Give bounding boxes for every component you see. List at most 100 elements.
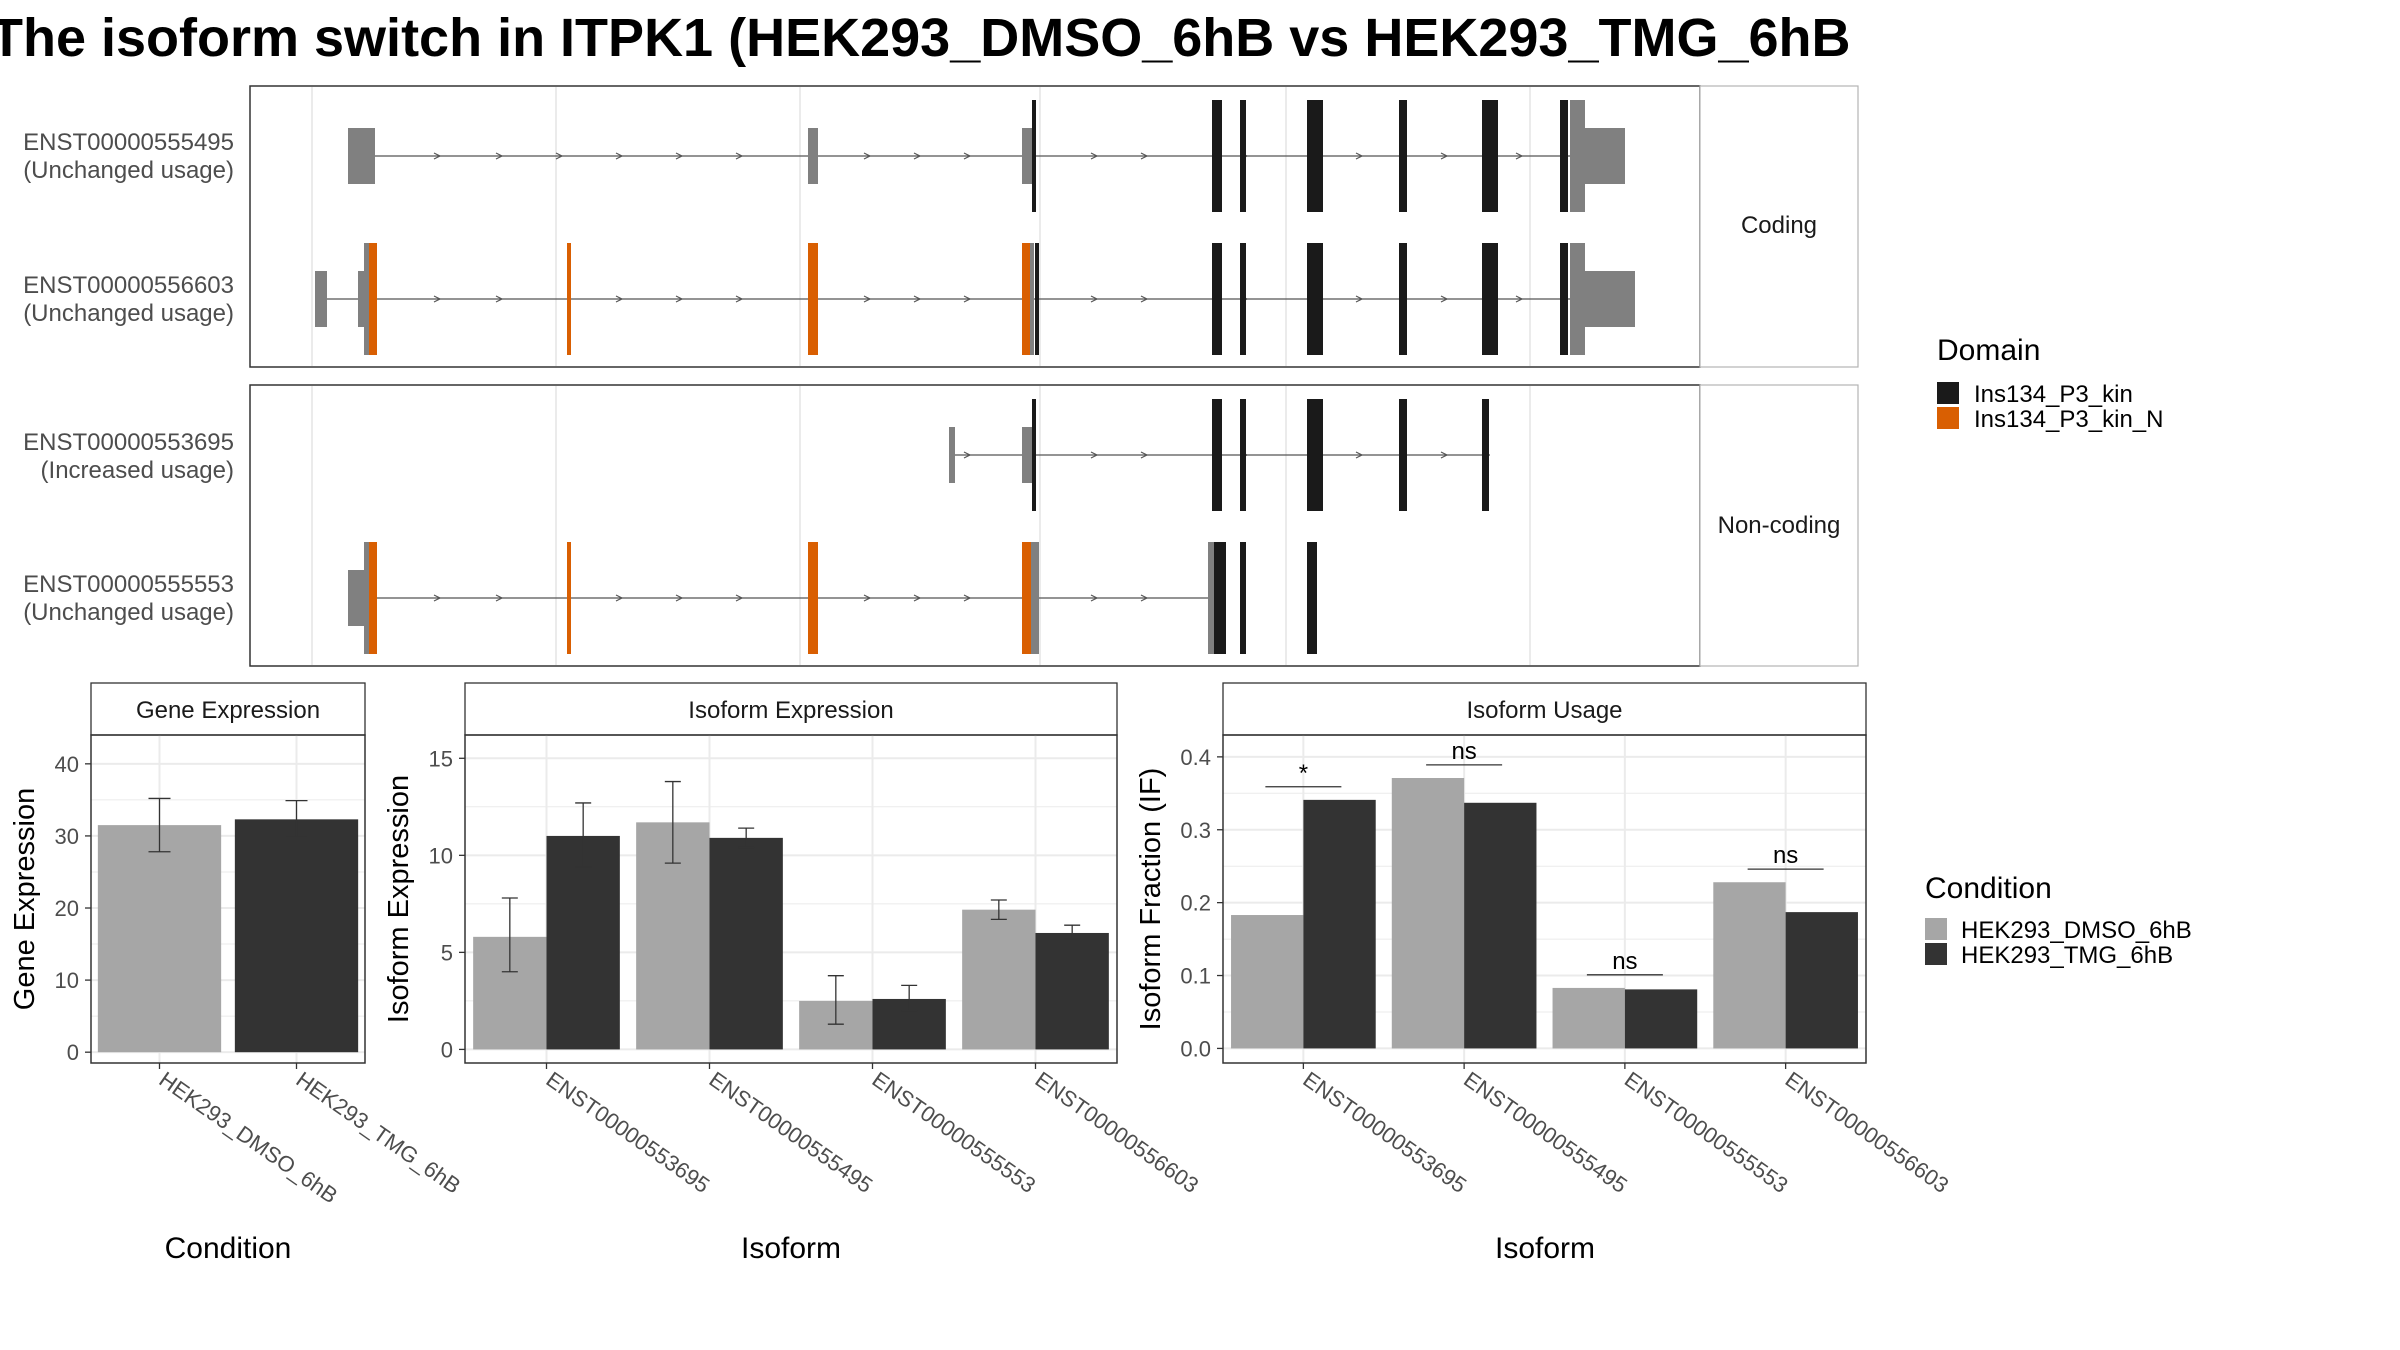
exon-domain-kin [1307, 542, 1317, 654]
domain-legend: Domain Ins134_P3_kin Ins134_P3_kin_N [1937, 334, 2163, 433]
bar [1035, 932, 1109, 1050]
strand-arrow [1515, 295, 1524, 303]
exon-utr [1585, 128, 1625, 184]
strand-arrow [963, 295, 972, 303]
facet-non-coding: Non-coding ENST00000553695 (Increased us… [23, 384, 1859, 667]
y-tick-label: 0.4 [1180, 745, 1211, 770]
exon-utr [348, 128, 375, 184]
exon-utr [1585, 271, 1635, 327]
exon-domain-kin [1240, 542, 1246, 654]
strand-arrow [615, 295, 624, 303]
strand-arrow [1515, 152, 1524, 160]
strand-arrow [615, 152, 624, 160]
exon-utr [364, 243, 372, 355]
condition-legend-swatch [1925, 943, 1947, 965]
exon-domain-kin [1399, 399, 1407, 511]
strand-arrow [433, 152, 442, 160]
isoform-label-usage: (Increased usage) [41, 457, 234, 484]
exon-domain-kin-n [567, 542, 571, 654]
exon-utr [348, 570, 364, 626]
y-tick-label: 5 [441, 940, 453, 965]
isoform-track [315, 243, 1635, 355]
bar-panel-3: Isoform Usage 0.0 0.1 0.2 0.3 0.4 * ENST0000055… [1135, 682, 1953, 1265]
exon-utr [1570, 243, 1585, 355]
facet-coding: Coding ENST00000555495 (Unchanged usage)… [23, 85, 1859, 368]
bar-panel-2: Isoform Expression051015ENST00000553695E… [383, 682, 1204, 1265]
strand-arrow [1090, 594, 1099, 602]
exon-domain-kin [1214, 542, 1226, 654]
facet-non-coding-panel [249, 384, 1701, 667]
isoform-label-usage: (Unchanged usage) [23, 599, 234, 626]
strand-arrow [913, 594, 922, 602]
strand-arrow [433, 295, 442, 303]
y-tick-label: 0.0 [1180, 1036, 1211, 1061]
bar [234, 819, 359, 1053]
isoform-structure-panel: Coding ENST00000555495 (Unchanged usage)… [23, 85, 2163, 667]
domain-legend-swatch [1937, 382, 1959, 404]
y-tick-label: 10 [429, 843, 453, 868]
condition-legend-title: Condition [1925, 872, 2052, 905]
strand-arrow [675, 152, 684, 160]
exon-domain-kin-n [567, 243, 571, 355]
exon-utr [1570, 100, 1585, 212]
exon-utr [808, 128, 818, 184]
exon-domain-kin [1560, 100, 1568, 212]
exon-utr [1030, 243, 1034, 355]
exon-domain-kin [1032, 399, 1036, 511]
panel-strip [464, 682, 1118, 736]
exon-domain-kin-n [808, 542, 818, 654]
condition-legend-label: HEK293_TMG_6hB [1961, 942, 2173, 969]
strand-arrow [735, 152, 744, 160]
exon-domain-kin [1035, 243, 1039, 355]
strand-arrow [1355, 295, 1364, 303]
exon-utr [315, 271, 327, 327]
exon-domain-kin [1560, 243, 1568, 355]
bar [1552, 987, 1625, 1049]
strand-arrow [1090, 451, 1099, 459]
isoform-label-usage: (Unchanged usage) [23, 300, 234, 327]
isoform-track [348, 542, 1317, 654]
bar [546, 835, 620, 1050]
exon-domain-kin [1307, 243, 1323, 355]
strand-arrow [913, 295, 922, 303]
isoform-label-usage: (Unchanged usage) [23, 157, 234, 184]
exon-utr [1208, 542, 1214, 654]
significance-label: * [1299, 760, 1308, 787]
panel-strip [1222, 682, 1867, 736]
strand-arrow [1090, 295, 1099, 303]
strand-arrow [495, 152, 504, 160]
strand-arrow [1140, 295, 1149, 303]
bar [1713, 882, 1786, 1049]
x-tick-label: ENST00000556603 [1031, 1067, 1204, 1198]
x-axis-title: Isoform [741, 1232, 841, 1265]
strand-arrow [735, 594, 744, 602]
x-tick-label: ENST00000555553 [1620, 1067, 1793, 1198]
exon-domain-kin [1212, 243, 1222, 355]
strand-arrow [1140, 451, 1149, 459]
domain-legend-swatch [1937, 407, 1959, 429]
domain-legend-label: Ins134_P3_kin_N [1974, 406, 2163, 433]
strand-arrow [1090, 152, 1099, 160]
exon-domain-kin [1482, 399, 1489, 511]
isoform-track [949, 399, 1490, 511]
bar [1303, 799, 1376, 1049]
y-tick-label: 0.1 [1180, 964, 1211, 989]
y-tick-label: 0 [67, 1040, 79, 1065]
x-axis-title: Isoform [1495, 1232, 1595, 1265]
exon-domain-kin-n [369, 542, 377, 654]
strand-arrow [555, 152, 564, 160]
facet-non-coding-strip [1699, 384, 1859, 667]
y-tick-label: 0.3 [1180, 818, 1211, 843]
exon-domain-kin [1212, 399, 1222, 511]
isoform-label-id: ENST00000553695 [23, 429, 234, 456]
exon-domain-kin [1240, 100, 1246, 212]
bar [1231, 915, 1304, 1049]
strand-arrow [963, 451, 972, 459]
exon-utr [358, 271, 365, 327]
strand-arrow [495, 295, 504, 303]
bar [962, 909, 1036, 1050]
exon-domain-kin [1399, 243, 1407, 355]
exon-domain-kin-n [369, 243, 377, 355]
isoform-label-id: ENST00000555495 [23, 129, 234, 156]
